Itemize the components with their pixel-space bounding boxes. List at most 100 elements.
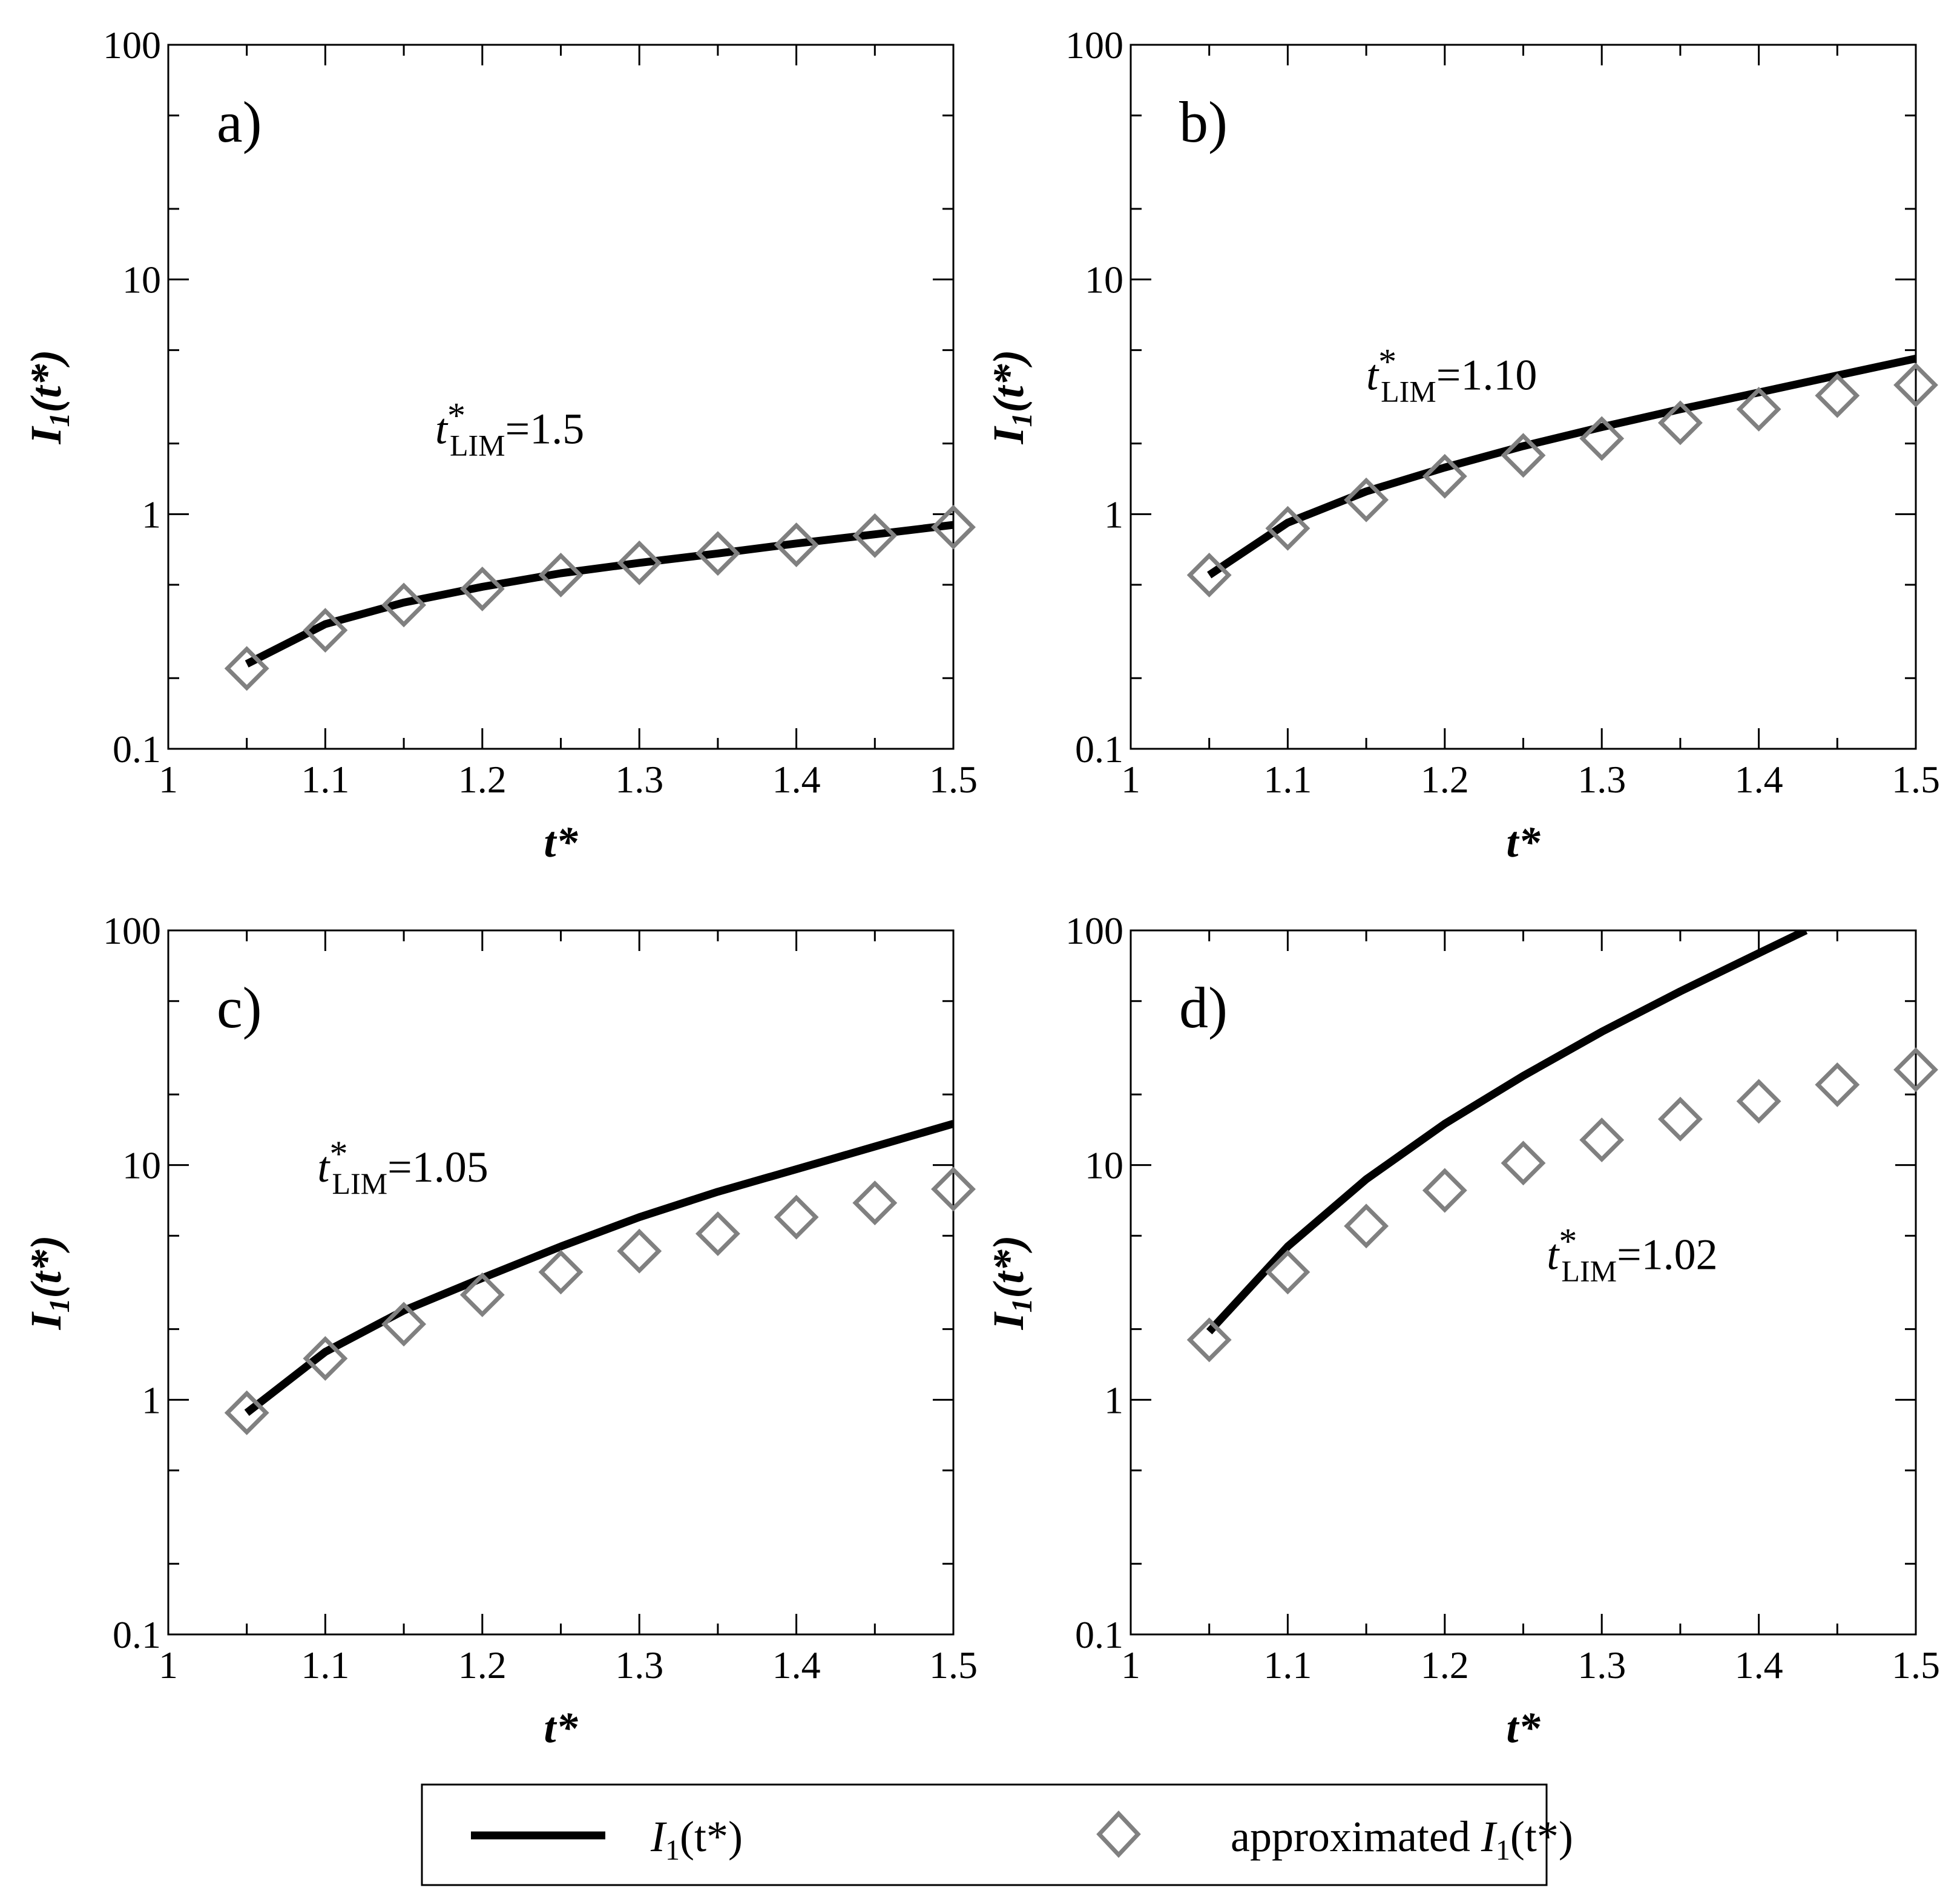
series-marker-approx (1815, 1062, 1860, 1107)
x-tick-label: 1 (159, 1644, 178, 1686)
series-marker-approx (224, 646, 269, 691)
series-marker-approx (774, 1194, 819, 1240)
series-marker-approx (695, 531, 740, 576)
tlim-annotation-t: t (1547, 1231, 1560, 1279)
y-tick-label: 10 (122, 1144, 161, 1187)
x-tick-label: 1.4 (1735, 1644, 1783, 1686)
tlim-annotation-sub: LIM (332, 1167, 387, 1200)
y-axis-label-sub: 1 (1006, 412, 1038, 427)
tlim-annotation-t: t (435, 405, 449, 453)
y-tick-label: 1 (1104, 1378, 1123, 1421)
tlim-annotation: t* LIM=1.05 (317, 1134, 488, 1200)
panel-label: b) (1179, 90, 1228, 154)
legend-box (421, 1783, 1548, 1886)
series-marker-approx (1265, 1249, 1311, 1295)
series-line-I1 (1206, 930, 1808, 1335)
y-tick-label: 1 (142, 1378, 161, 1421)
series-marker-approx (1579, 416, 1625, 461)
series-marker-approx (1736, 1079, 1781, 1124)
y-tick-label: 0.1 (1075, 1613, 1123, 1656)
y-tick-label: 0.1 (113, 728, 161, 771)
legend-marker-label-prefix: approximated (1231, 1812, 1481, 1861)
x-tick-label: 1 (159, 758, 178, 801)
legend: I1(t*) approximated I1(t*) (421, 1783, 1573, 1886)
series-marker-approx (931, 1167, 976, 1212)
series-marker-approx (459, 566, 505, 611)
x-tick-label: 1.5 (1892, 758, 1940, 801)
y-tick-label: 10 (1085, 1144, 1123, 1187)
y-axis-label: I1(t*) (22, 1236, 76, 1331)
series-marker-approx (538, 1249, 584, 1295)
tlim-annotation: t* LIM=1.10 (1366, 341, 1537, 408)
y-axis-label: I1(t*) (22, 350, 76, 445)
tlim-annotation-t: t (317, 1143, 331, 1191)
series-marker-approx (852, 1180, 898, 1226)
series-marker-approx (459, 1272, 505, 1317)
x-tick-label: 1.3 (1577, 1644, 1626, 1686)
series-marker-approx (1186, 553, 1232, 597)
series-marker-approx (1657, 400, 1703, 446)
x-axis-label: t* (1506, 818, 1541, 866)
tlim-annotation-sup: * (447, 396, 465, 436)
y-tick-label: 0.1 (1075, 728, 1123, 771)
series-line-I1 (245, 521, 953, 668)
series-marker-approx (224, 1390, 269, 1435)
y-axis-label-rest: (t*) (984, 1236, 1033, 1298)
y-axis-label: I1(t*) (984, 1236, 1038, 1331)
tlim-annotation-value: =1.05 (387, 1143, 488, 1191)
legend-line-label-main: I (650, 1812, 667, 1861)
series-marker-approx (1344, 1203, 1389, 1249)
y-tick-label: 100 (103, 24, 161, 67)
y-tick-label: 100 (1065, 909, 1123, 952)
x-tick-label: 1.1 (301, 758, 349, 801)
x-tick-label: 1.2 (1421, 758, 1469, 801)
y-axis-label-rest: (t*) (22, 1236, 70, 1298)
x-tick-label: 1.1 (1263, 1644, 1312, 1686)
x-tick-label: 1 (1121, 758, 1140, 801)
panel-label: a) (217, 90, 262, 154)
x-tick-label: 1.4 (1735, 758, 1783, 801)
series-marker-approx (1893, 363, 1938, 407)
series-marker-approx (381, 582, 427, 628)
x-tick-label: 1.2 (1421, 1644, 1469, 1686)
series-marker-approx (1265, 505, 1311, 551)
y-axis-label-main: I (22, 426, 70, 445)
y-axis-label-main: I (22, 1311, 70, 1331)
tlim-annotation-value: =1.02 (1617, 1231, 1718, 1279)
tlim-annotation-value: =1.10 (1436, 350, 1537, 399)
series-line-I1 (244, 1120, 953, 1417)
series-marker-approx (1422, 453, 1467, 499)
x-tick-label: 1.2 (458, 758, 507, 801)
y-tick-label: 0.1 (113, 1613, 161, 1656)
series-marker-approx (617, 540, 662, 585)
series-marker-approx (303, 1336, 348, 1381)
plot-frame (1130, 929, 1917, 1636)
legend-marker-label-sub: 1 (1496, 1834, 1510, 1866)
y-axis-label: I1(t*) (984, 350, 1038, 445)
series-line-I1 (1207, 355, 1916, 579)
x-axis-label: t* (1506, 1703, 1541, 1752)
x-tick-label: 1.3 (1577, 758, 1626, 801)
x-axis-label: t* (544, 1703, 578, 1752)
series-marker-approx (538, 553, 584, 597)
series-marker-approx (1501, 1140, 1546, 1186)
x-tick-label: 1.2 (458, 1644, 507, 1686)
y-axis-label-main: I (984, 1311, 1033, 1331)
series-marker-approx (1186, 1317, 1232, 1363)
legend-marker-label-rest: (t*) (1510, 1812, 1573, 1861)
x-tick-label: 1 (1121, 1644, 1140, 1686)
y-tick-label: 1 (1104, 493, 1123, 536)
x-tick-label: 1.4 (772, 1644, 821, 1686)
y-axis-label-rest: (t*) (22, 350, 70, 413)
x-tick-label: 1.3 (615, 1644, 663, 1686)
series-marker-approx (1579, 1117, 1625, 1163)
x-tick-label: 1.1 (301, 1644, 349, 1686)
series-marker-approx (303, 608, 348, 653)
legend-line-label: I1(t*) (650, 1812, 743, 1866)
tlim-annotation-sup: * (1378, 341, 1396, 381)
